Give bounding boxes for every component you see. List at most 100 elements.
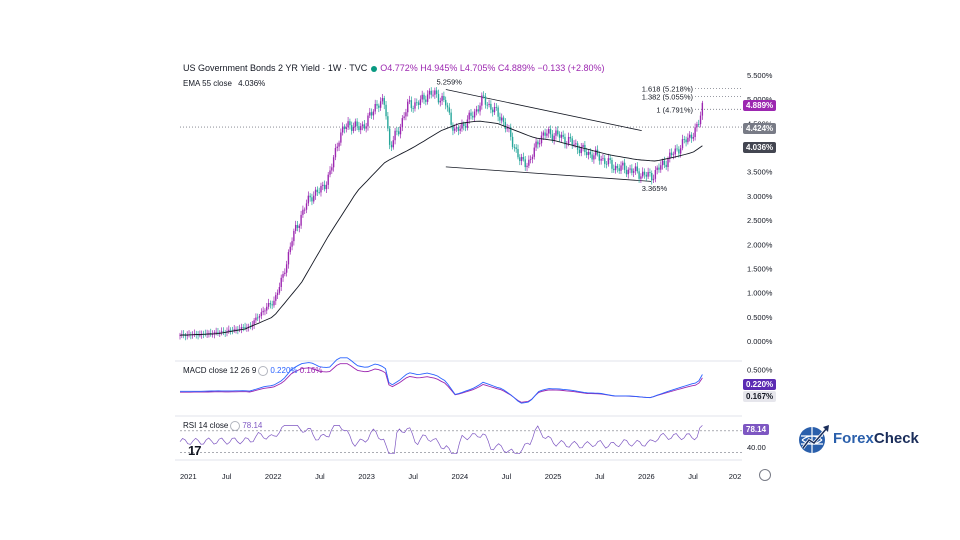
candle-body	[367, 115, 369, 127]
fib-label: 1.618 (5.218%)	[642, 85, 694, 94]
candle-body	[358, 126, 360, 131]
candle-body	[472, 115, 474, 118]
candle-body	[582, 144, 584, 147]
candle-body	[208, 333, 210, 334]
eye-icon[interactable]	[258, 366, 269, 376]
candle-body	[611, 160, 613, 169]
candle-body	[463, 123, 465, 127]
candle-body	[524, 159, 526, 168]
candle-body	[654, 169, 657, 179]
candle-body	[520, 156, 523, 162]
candle-body	[513, 146, 516, 148]
candle-body	[526, 165, 528, 168]
candle-body	[585, 152, 588, 156]
ohlc-high: H4.945%	[420, 63, 458, 73]
rsi-legend[interactable]: RSI 14 close 78.14	[183, 421, 262, 431]
candle-body	[211, 333, 214, 335]
candle-body	[443, 95, 445, 100]
tradingview-logo-icon[interactable]: 17	[188, 443, 202, 458]
chart-canvas[interactable]: 5.500%5.000%4.500%4.000%3.500%3.000%2.50…	[175, 55, 785, 490]
candle-body	[421, 94, 423, 100]
candle-body	[647, 172, 649, 177]
candle-body	[557, 130, 559, 135]
x-tick-label: 2022	[265, 472, 282, 481]
symbol-title[interactable]: US Government Bonds 2 YR Yield · 1W · TV…	[183, 63, 368, 73]
candle-body	[450, 112, 452, 125]
candle-body	[349, 121, 351, 126]
candle-body	[322, 184, 324, 186]
candle-body	[361, 124, 364, 127]
candle-body	[529, 158, 532, 160]
y-tick-label: 2.500%	[747, 216, 773, 225]
candle-body	[280, 277, 282, 288]
brand-name: ForexCheck	[833, 430, 919, 447]
candle-body	[459, 128, 461, 131]
eye-icon[interactable]	[230, 421, 241, 431]
candle-body	[486, 104, 488, 106]
candle-body	[674, 148, 676, 155]
candle-body	[381, 98, 384, 102]
candle-body	[495, 106, 498, 108]
ema-value: 4.036%	[238, 79, 266, 88]
candle-body	[616, 165, 619, 169]
candle-body	[481, 95, 483, 106]
candle-body	[685, 139, 687, 143]
candle-body	[412, 108, 414, 109]
candle-body	[273, 300, 275, 306]
candle-body	[267, 303, 270, 307]
x-tick-label: 2026	[638, 472, 655, 481]
rsi-line	[179, 425, 703, 455]
candle-body	[649, 172, 651, 173]
candle-body	[605, 163, 608, 165]
candle-body	[378, 105, 380, 108]
candle-body	[689, 134, 691, 138]
candle-body	[701, 102, 704, 116]
candle-body	[356, 121, 358, 127]
candle-body	[609, 158, 611, 161]
y-tick-label: 0.000%	[747, 337, 773, 346]
candle-body	[260, 312, 263, 317]
candle-body	[258, 316, 261, 318]
candle-body	[414, 102, 416, 109]
candle-body	[217, 331, 219, 333]
candle-body	[694, 127, 696, 138]
candle-body	[678, 149, 680, 154]
candle-body	[311, 197, 313, 202]
candle-body	[434, 90, 436, 95]
macd-legend[interactable]: MACD close 12 26 9 0.220% 0.16%	[183, 366, 322, 376]
candle-body	[461, 123, 463, 129]
candle-body	[638, 171, 640, 179]
candle-body	[466, 119, 469, 128]
fib-label: 1 (4.791%)	[656, 105, 693, 114]
ema-legend[interactable]: EMA 55 close 4.036%	[183, 79, 265, 88]
candle-body	[219, 332, 221, 333]
candle-body	[632, 171, 635, 173]
candle-body	[593, 155, 595, 160]
candle-body	[186, 334, 188, 336]
y-tick-label: 1.500%	[747, 264, 773, 273]
candle-body	[341, 126, 344, 133]
candle-body	[266, 306, 268, 311]
candle-body	[692, 137, 695, 139]
candle-body	[304, 209, 306, 211]
candle-body	[553, 135, 555, 141]
candle-body	[542, 132, 544, 136]
candle-body	[365, 126, 367, 129]
candle-body	[555, 130, 557, 136]
candle-body	[531, 156, 534, 159]
candle-body	[385, 104, 387, 117]
settings-icon[interactable]	[759, 469, 771, 481]
candle-body	[293, 230, 295, 242]
candle-body	[510, 127, 512, 137]
candle-body	[473, 111, 476, 118]
candle-body	[296, 224, 299, 228]
macd-label: MACD close 12 26 9	[183, 366, 257, 376]
candle-body	[676, 148, 678, 150]
candle-body	[437, 93, 440, 103]
candle-body	[372, 111, 375, 116]
candle-body	[629, 168, 631, 170]
candle-body	[669, 152, 671, 159]
candle-body	[506, 128, 508, 130]
candle-body	[399, 126, 402, 135]
candle-body	[636, 166, 638, 172]
